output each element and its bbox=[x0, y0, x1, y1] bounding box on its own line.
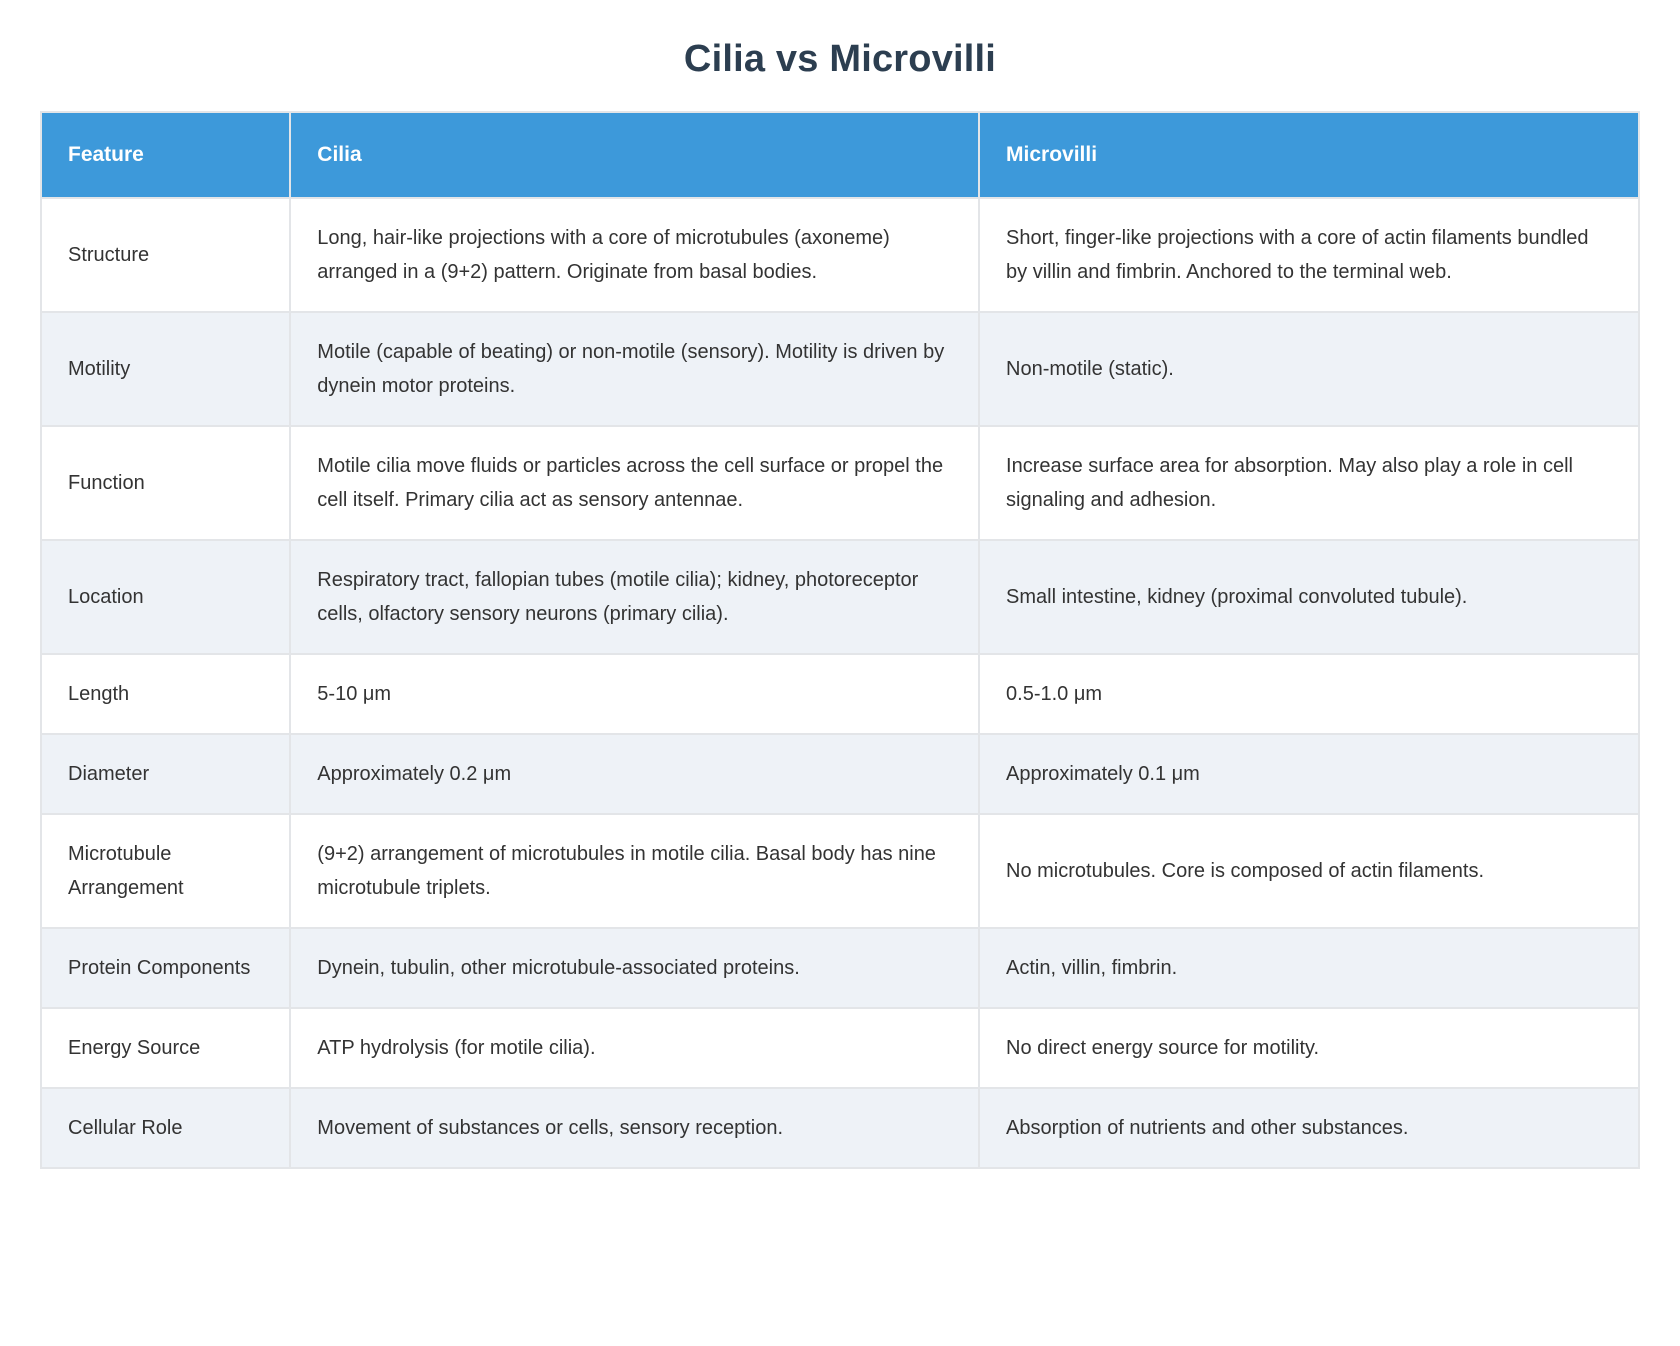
cilia-cell: Motile cilia move fluids or particles ac… bbox=[289, 425, 981, 541]
microvilli-cell: Small intestine, kidney (proximal convol… bbox=[978, 539, 1640, 655]
column-header-microvilli: Microvilli bbox=[978, 111, 1640, 199]
microvilli-cell: Absorption of nutrients and other substa… bbox=[978, 1087, 1640, 1169]
microvilli-cell: No microtubules. Core is composed of act… bbox=[978, 813, 1640, 929]
column-header-feature: Feature bbox=[39, 111, 292, 199]
feature-cell: Protein Components bbox=[39, 927, 292, 1009]
cilia-cell: Dynein, tubulin, other microtubule-assoc… bbox=[289, 927, 981, 1009]
comparison-table: Feature Cilia Microvilli Structure Long, … bbox=[39, 111, 1640, 1169]
microvilli-cell: Actin, villin, fimbrin. bbox=[978, 927, 1640, 1009]
table-row: Microtubule Arrangement (9+2) arrangement… bbox=[39, 813, 1640, 929]
cilia-cell: Approximately 0.2 μm bbox=[289, 733, 981, 815]
cilia-cell: (9+2) arrangement of microtubules in mot… bbox=[289, 813, 981, 929]
cilia-cell: Motile (capable of beating) or non-motil… bbox=[289, 311, 981, 427]
feature-cell: Energy Source bbox=[39, 1007, 292, 1089]
cilia-cell: Long, hair-like projections with a core … bbox=[289, 197, 981, 313]
column-header-cilia: Cilia bbox=[289, 111, 981, 199]
feature-cell: Location bbox=[39, 539, 292, 655]
microvilli-cell: 0.5-1.0 μm bbox=[978, 653, 1640, 735]
feature-cell: Function bbox=[39, 425, 292, 541]
table-row: Length 5-10 μm 0.5-1.0 μm bbox=[39, 653, 1640, 735]
microvilli-cell: No direct energy source for motility. bbox=[978, 1007, 1640, 1089]
feature-cell: Diameter bbox=[39, 733, 292, 815]
table-row: Location Respiratory tract, fallopian tub… bbox=[39, 539, 1640, 655]
page-title: Cilia vs Microvilli bbox=[683, 38, 997, 80]
table-header: Feature Cilia Microvilli bbox=[39, 111, 1640, 199]
feature-cell: Motility bbox=[39, 311, 292, 427]
cilia-cell: ATP hydrolysis (for motile cilia). bbox=[289, 1007, 981, 1089]
table-body: Structure Long, hair-like projections wit… bbox=[39, 197, 1640, 1169]
table-row: Motility Motile (capable of beating) or n… bbox=[39, 311, 1640, 427]
table-row: Energy Source ATP hydrolysis (for motile … bbox=[39, 1007, 1640, 1089]
microvilli-cell: Non-motile (static). bbox=[978, 311, 1640, 427]
microvilli-cell: Increase surface area for absorption. Ma… bbox=[978, 425, 1640, 541]
feature-cell: Length bbox=[39, 653, 292, 735]
cilia-cell: 5-10 μm bbox=[289, 653, 981, 735]
feature-cell: Structure bbox=[39, 197, 292, 313]
feature-cell: Cellular Role bbox=[39, 1087, 292, 1169]
table-row: Diameter Approximately 0.2 μm Approximatel… bbox=[39, 733, 1640, 815]
feature-cell: Microtubule Arrangement bbox=[39, 813, 292, 929]
table-row: Structure Long, hair-like projections wit… bbox=[39, 197, 1640, 313]
microvilli-cell: Short, finger-like projections with a co… bbox=[978, 197, 1640, 313]
table-row: Cellular Role Movement of substances or c… bbox=[39, 1087, 1640, 1169]
cilia-cell: Movement of substances or cells, sensory… bbox=[289, 1087, 981, 1169]
microvilli-cell: Approximately 0.1 μm bbox=[978, 733, 1640, 815]
table-row: Function Motile cilia move fluids or part… bbox=[39, 425, 1640, 541]
table-row: Protein Components Dynein, tubulin, other… bbox=[39, 927, 1640, 1009]
header-row: Feature Cilia Microvilli bbox=[39, 111, 1640, 199]
cilia-cell: Respiratory tract, fallopian tubes (moti… bbox=[289, 539, 981, 655]
